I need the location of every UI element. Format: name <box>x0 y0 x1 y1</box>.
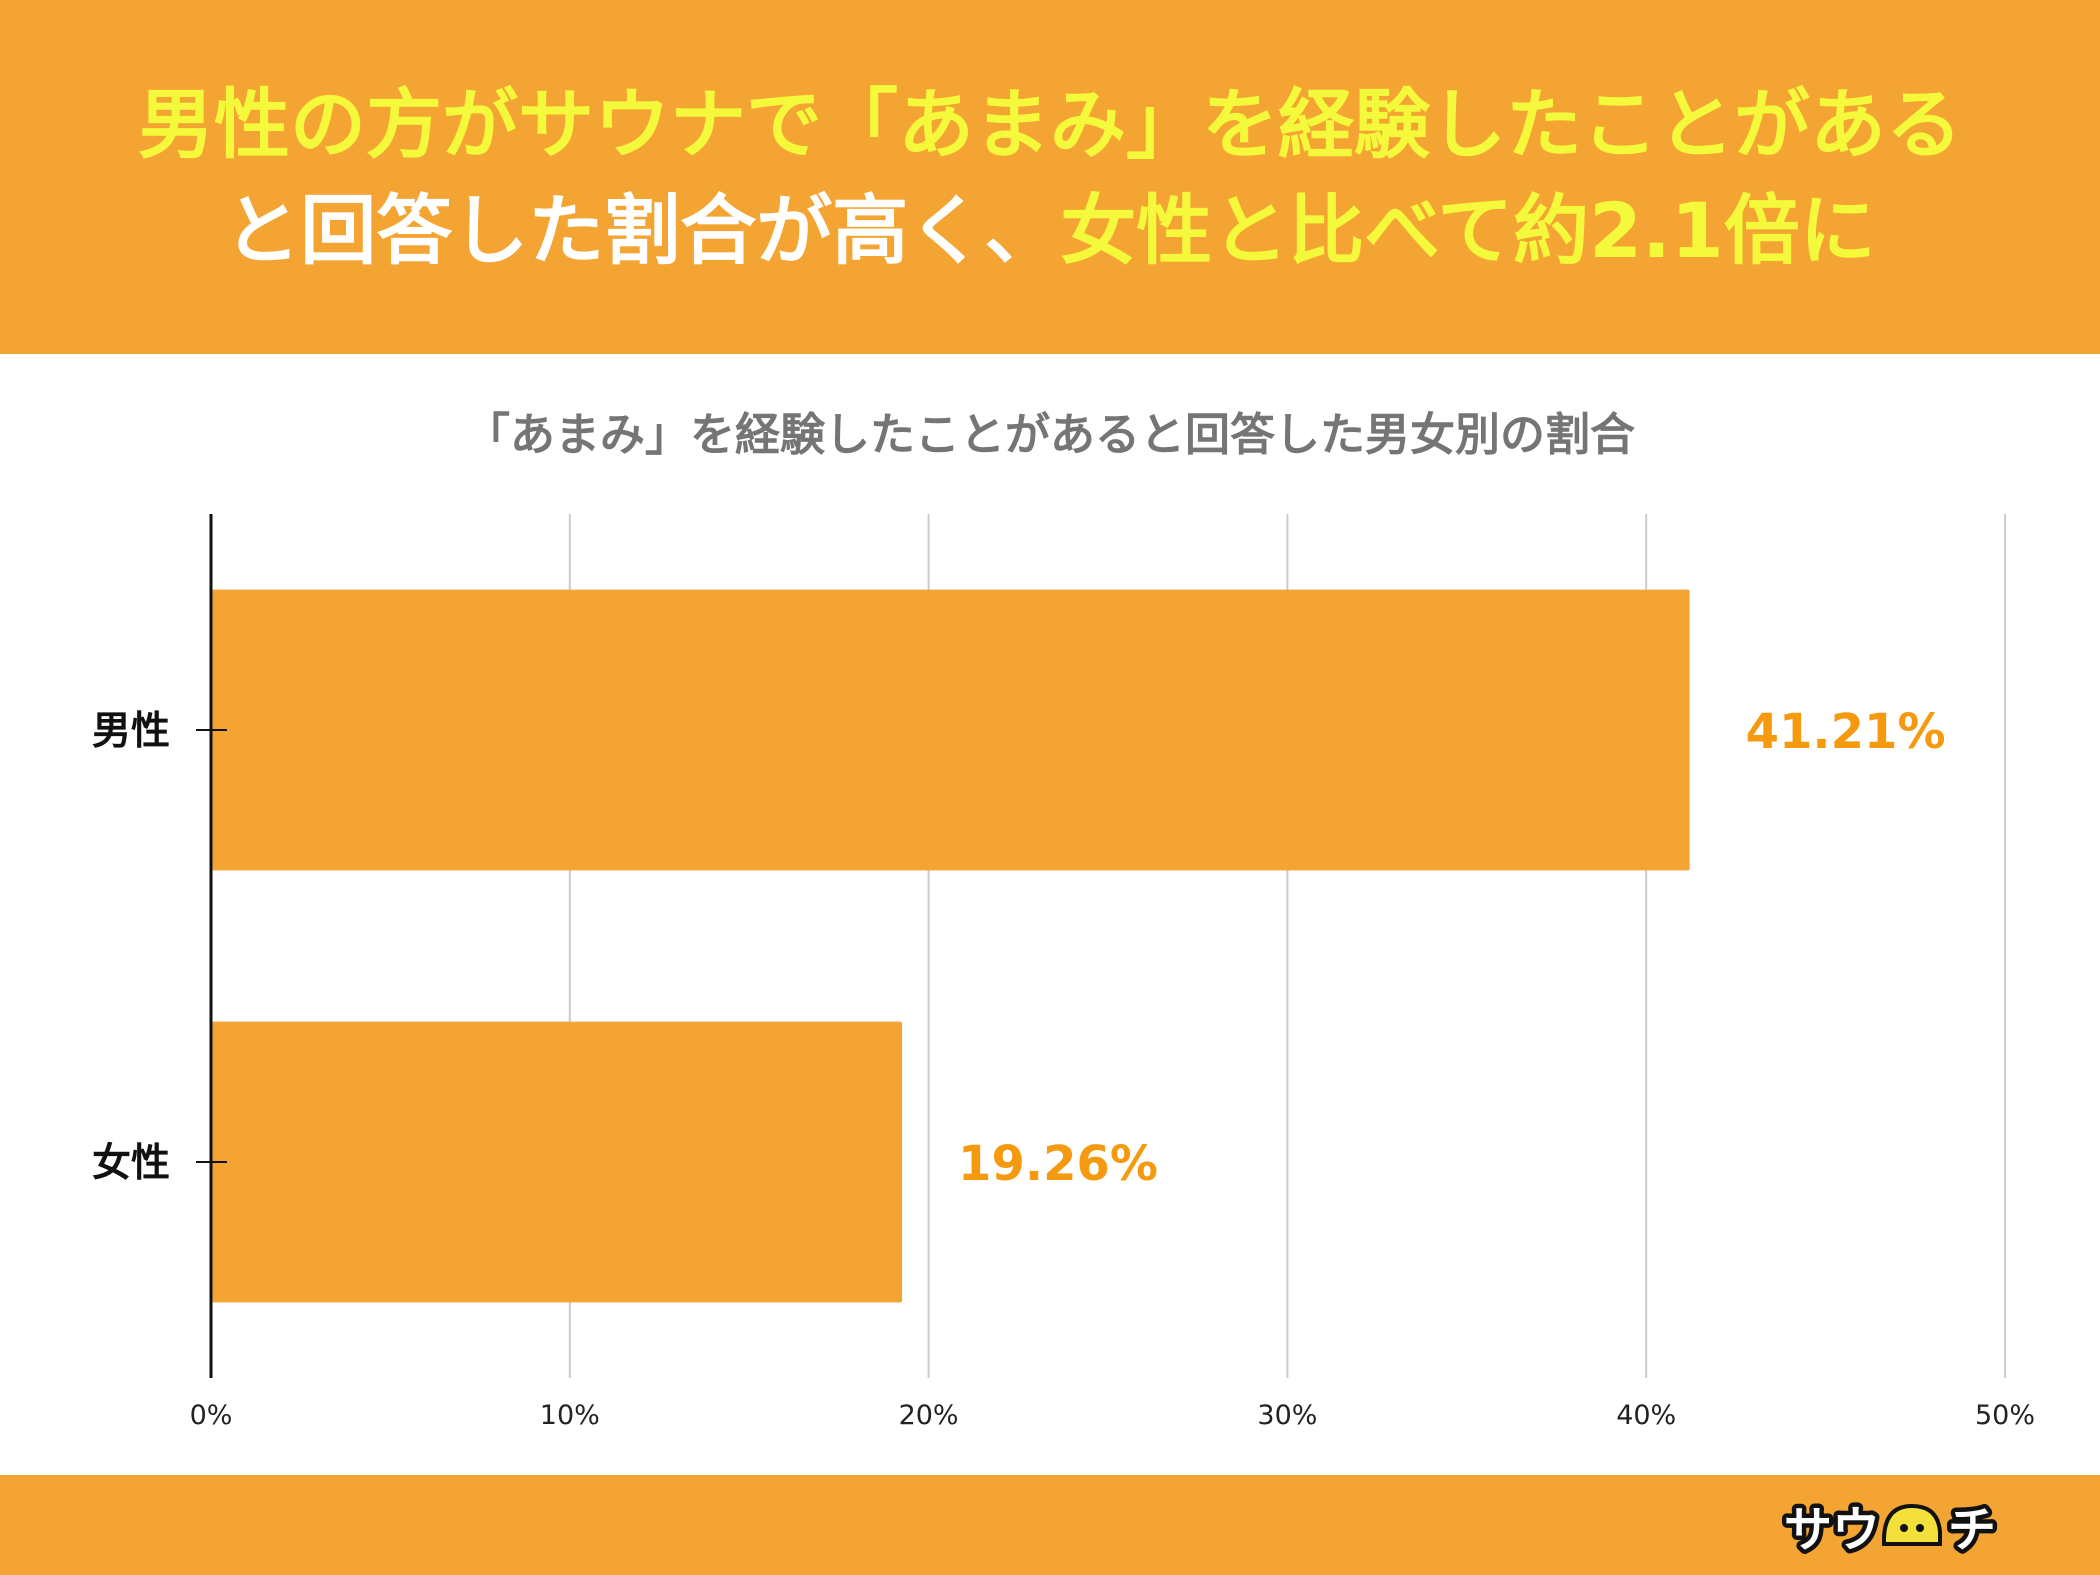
headline-line-2-part-2: 女性と比べて約2.1倍に <box>1060 186 1876 275</box>
logo-text-fill-left: サウ <box>1784 1502 1880 1558</box>
sauna-logo: サウ サウ チ チ <box>1780 1498 2001 1563</box>
headline-line-1-text: 男性の方がサウナで「あまみ」を経験したことがある <box>138 80 1962 169</box>
category-label: 男性 <box>92 709 170 754</box>
header-banner: 男性の方がサウナで「あまみ」を経験したことがある と回答した割合が高く、女性と比… <box>0 0 2100 354</box>
x-tick-label: 50% <box>1975 1400 2035 1431</box>
x-tick-label: 0% <box>190 1400 233 1431</box>
headline-line-1: 男性の方がサウナで「あまみ」を経験したことがある <box>0 82 2100 168</box>
x-tick-label: 10% <box>540 1400 600 1431</box>
sauna-mascot-icon <box>1882 1503 1942 1546</box>
bar <box>211 589 1690 871</box>
logo-text-outline: サウ <box>1784 1502 1880 1558</box>
data-label: 19.26% <box>958 1136 1158 1192</box>
data-label: 41.21% <box>1746 704 1946 760</box>
headline-line-2: と回答した割合が高く、女性と比べて約2.1倍に <box>0 188 2100 274</box>
logo-text-outline-right: チ <box>1948 1502 1996 1558</box>
headline-line-2-part-1: と回答した割合が高く、 <box>224 186 1061 275</box>
category-label: 女性 <box>92 1141 170 1186</box>
logo-text-fill-right: チ <box>1948 1502 1996 1558</box>
x-tick-label: 20% <box>899 1400 959 1431</box>
bar <box>211 1021 903 1303</box>
x-tick-label: 40% <box>1616 1400 1676 1431</box>
footer-band <box>0 1475 2100 1575</box>
chart-title: 「あまみ」を経験したことがあると回答した男女別の割合 <box>464 408 1635 461</box>
x-tick-label: 30% <box>1257 1400 1317 1431</box>
bar-chart: 0% 10% 20% 30% 40% 50% 男性 41.21% 女性 19.26% <box>92 514 2035 1431</box>
